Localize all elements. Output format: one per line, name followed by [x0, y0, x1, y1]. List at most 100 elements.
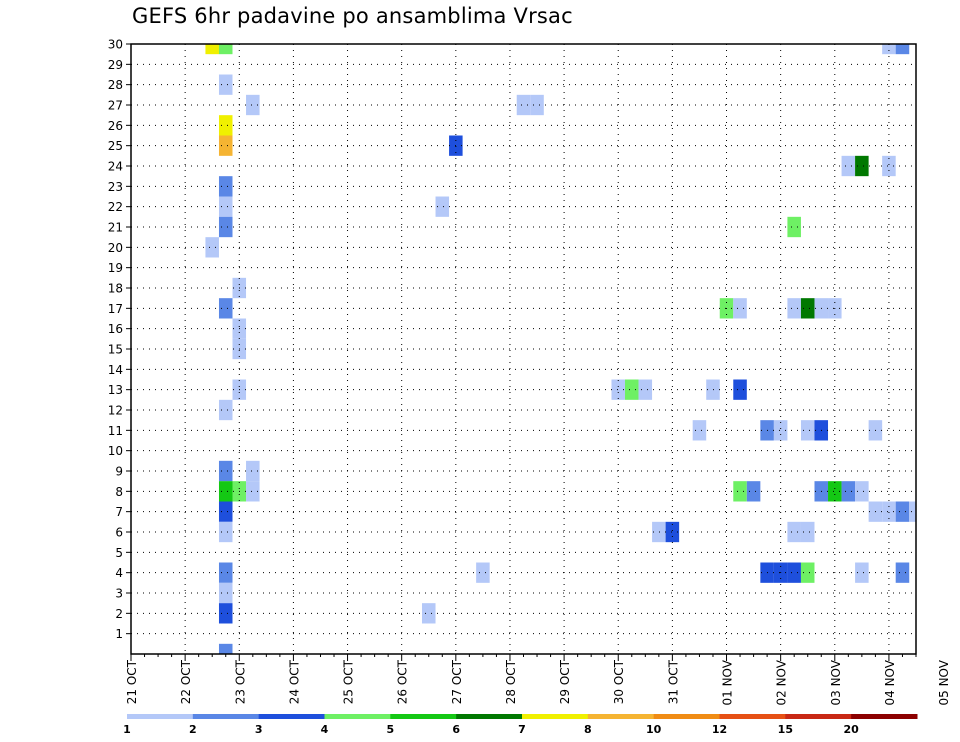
- y-tick-label: 12: [108, 404, 123, 418]
- y-tick-label: 24: [108, 160, 123, 174]
- x-tick-label: 28 OCT: [504, 659, 518, 704]
- y-tick-label: 29: [108, 58, 123, 72]
- data-cell: [246, 460, 260, 482]
- y-tick-label: 13: [108, 383, 123, 397]
- data-cell: [800, 521, 815, 543]
- y-tick-label: 6: [115, 526, 123, 540]
- data-cell: [205, 237, 219, 258]
- data-cell: [218, 298, 233, 319]
- chart-title: GEFS 6hr padavine po ansamblima Vrsac: [132, 4, 573, 28]
- x-tick-label: 05 NOV: [937, 659, 951, 705]
- y-tick-label: 22: [108, 200, 123, 214]
- x-tick-label: 01 NOV: [721, 659, 735, 705]
- legend-label: 15: [778, 723, 793, 736]
- legend-swatch: [522, 714, 589, 719]
- data-cell: [787, 216, 801, 238]
- x-tick-label: 27 OCT: [450, 659, 464, 704]
- data-cell: [692, 420, 707, 441]
- y-tick-label: 7: [115, 505, 123, 519]
- legend-swatch: [324, 714, 391, 719]
- data-cell: [746, 481, 761, 502]
- y-tick-label: 30: [108, 38, 123, 52]
- y-tick-label: 11: [108, 424, 123, 438]
- y-tick-label: 3: [115, 587, 123, 601]
- data-cell: [733, 481, 747, 502]
- data-cell: [218, 216, 233, 238]
- legend-swatch: [851, 714, 918, 719]
- legend-swatch: [390, 714, 457, 719]
- data-cell: [882, 44, 896, 55]
- data-cell: [218, 521, 233, 543]
- data-cell: [800, 298, 815, 319]
- data-cell: [638, 379, 653, 400]
- x-tick-label: 22 OCT: [179, 659, 193, 704]
- legend-label: 12: [712, 723, 727, 736]
- data-cell: [218, 562, 233, 583]
- data-cell: [841, 481, 856, 502]
- x-tick-label: 31 OCT: [666, 659, 680, 704]
- y-tick-label: 18: [108, 282, 123, 296]
- data-cell: [218, 582, 233, 604]
- data-cell: [733, 298, 747, 319]
- data-cell: [246, 481, 260, 502]
- legend-label: 5: [387, 723, 395, 736]
- data-cell: [787, 521, 801, 543]
- data-cell: [218, 44, 233, 55]
- legend-label: 10: [646, 723, 662, 736]
- legend-label: 3: [255, 723, 263, 736]
- data-cell: [218, 460, 233, 482]
- data-cell: [218, 481, 233, 502]
- y-tick-label: 15: [108, 343, 123, 357]
- y-tick-label: 16: [108, 322, 123, 336]
- data-cell: [895, 44, 910, 55]
- data-cell: [218, 643, 233, 654]
- legend-swatch: [587, 714, 655, 719]
- data-cell: [855, 481, 869, 502]
- data-cell: [855, 562, 869, 583]
- x-tick-label: 24 OCT: [287, 659, 301, 704]
- data-cell: [773, 420, 788, 441]
- data-cell: [218, 115, 233, 136]
- x-tick-label: 30 OCT: [612, 659, 626, 704]
- data-cell: [218, 176, 233, 197]
- data-cell: [800, 562, 815, 583]
- data-cell: [218, 501, 233, 522]
- data-cell: [787, 562, 801, 583]
- legend-label: 1: [123, 723, 131, 736]
- y-tick-label: 5: [115, 546, 123, 560]
- y-tick-label: 19: [108, 261, 123, 275]
- legend-swatch: [127, 714, 194, 719]
- y-tick-label: 10: [108, 444, 123, 458]
- y-tick-label: 8: [115, 485, 123, 499]
- x-tick-label: 29 OCT: [558, 659, 572, 704]
- x-tick-label: 21 OCT: [125, 659, 139, 704]
- data-cell: [895, 501, 910, 522]
- legend-label: 2: [189, 723, 197, 736]
- legend-swatch: [719, 714, 786, 719]
- data-cell: [218, 603, 233, 624]
- data-cell: [218, 74, 233, 95]
- legend-label: 7: [518, 723, 526, 736]
- data-cell: [218, 135, 233, 156]
- legend-swatch: [456, 714, 523, 719]
- data-cell: [205, 44, 219, 55]
- y-tick-label: 4: [115, 566, 123, 580]
- data-cell: [218, 399, 233, 421]
- y-tick-label: 1: [115, 627, 123, 641]
- data-cell: [841, 155, 856, 177]
- y-tick-label: 27: [108, 99, 123, 113]
- legend-label: 20: [844, 723, 860, 736]
- x-tick-label: 23 OCT: [233, 659, 247, 704]
- x-tick-label: 04 NOV: [883, 659, 897, 705]
- legend-label: 8: [584, 723, 592, 736]
- data-cell: [435, 196, 450, 217]
- data-cell: [882, 155, 896, 177]
- data-cell: [909, 501, 916, 522]
- x-tick-label: 02 NOV: [775, 659, 789, 705]
- y-tick-label: 2: [115, 607, 123, 621]
- data-cell: [706, 379, 720, 400]
- legend-swatch: [258, 714, 325, 719]
- data-cell: [895, 562, 910, 583]
- data-cell: [421, 603, 436, 624]
